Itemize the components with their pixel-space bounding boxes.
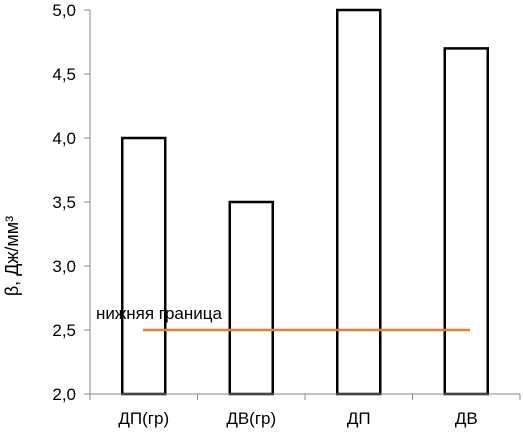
bar	[443, 47, 489, 396]
y-tick-label: 3,5	[52, 193, 76, 212]
x-tick-label: ДП	[347, 409, 371, 428]
lower-bound-label: нижняя граница	[96, 304, 223, 323]
bar	[336, 8, 382, 396]
y-tick-label: 4,0	[52, 129, 76, 148]
y-tick-label: 3,0	[52, 257, 76, 276]
bar	[228, 200, 274, 396]
bars	[121, 8, 489, 396]
y-tick-label: 2,0	[52, 385, 76, 404]
y-axis-label: β, Дж/мм³	[2, 216, 22, 296]
x-axis: ДП(гр) ДВ(гр) ДП ДВ	[89, 393, 521, 428]
bar	[121, 136, 167, 396]
y-axis: 2,0 2,5 3,0 3,5 4,0 4,5 5,0	[52, 1, 91, 404]
x-tick-label: ДП(гр)	[118, 409, 169, 428]
x-tick-label: ДВ(гр)	[226, 409, 276, 428]
y-tick-label: 5,0	[52, 1, 76, 20]
y-tick-label: 2,5	[52, 321, 76, 340]
x-tick-label: ДВ	[455, 409, 478, 428]
y-tick-label: 4,5	[52, 65, 76, 84]
